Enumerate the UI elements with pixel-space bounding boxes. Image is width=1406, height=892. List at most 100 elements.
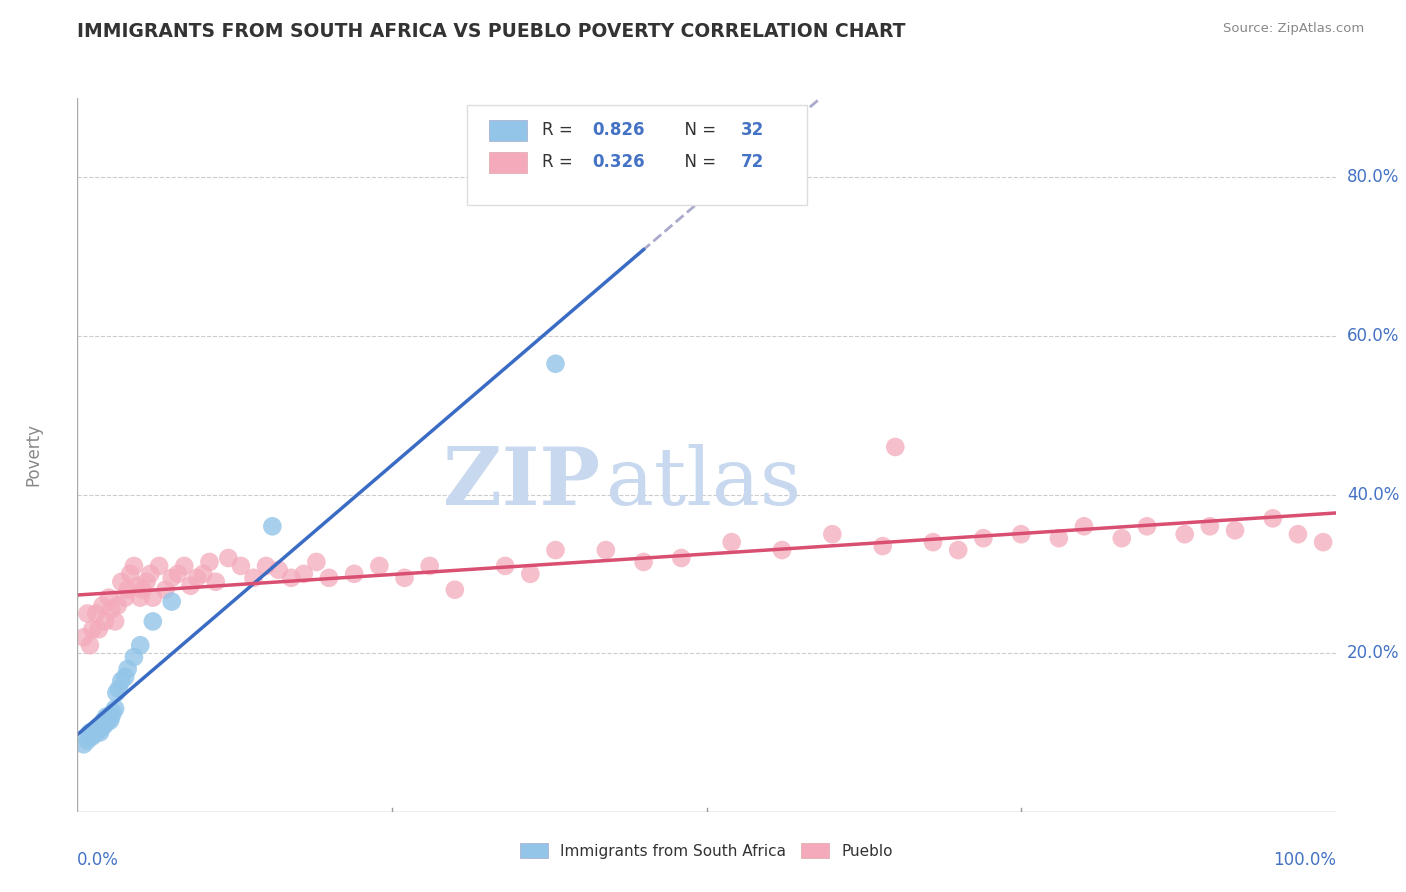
Point [173, 558, 195, 573]
Point [107, 599, 129, 613]
Point [79, 730, 101, 744]
Point [129, 638, 152, 652]
Point [972, 531, 994, 545]
Point [519, 566, 541, 581]
Point [544, 543, 567, 558]
Point [94, 717, 117, 731]
Text: atlas: atlas [606, 444, 801, 523]
Point [262, 519, 284, 533]
Point [135, 574, 157, 589]
Point [633, 555, 655, 569]
Point [884, 440, 907, 454]
Point [343, 566, 366, 581]
Point [94, 714, 117, 728]
Point [191, 566, 215, 581]
Point [120, 566, 142, 581]
Point [97, 709, 120, 723]
Point [1174, 527, 1197, 541]
Point [305, 555, 328, 569]
Point [104, 701, 127, 715]
Point [292, 566, 315, 581]
Text: 40.0%: 40.0% [1347, 485, 1399, 504]
Point [1073, 519, 1095, 533]
Text: 60.0%: 60.0% [1347, 327, 1399, 345]
Point [87, 623, 110, 637]
Point [595, 543, 617, 558]
Text: 0.0%: 0.0% [77, 851, 120, 869]
Point [720, 535, 742, 549]
Point [1223, 523, 1246, 537]
Point [76, 607, 98, 621]
Point [242, 571, 264, 585]
Point [79, 725, 101, 739]
Text: ZIP: ZIP [443, 444, 599, 523]
Point [180, 579, 202, 593]
Point [217, 551, 239, 566]
Point [72, 630, 94, 644]
Point [1047, 531, 1070, 545]
Text: 0.326: 0.326 [592, 153, 644, 171]
Point [671, 551, 693, 566]
Point [84, 725, 107, 739]
Point [204, 574, 226, 589]
Point [394, 571, 416, 585]
Point [142, 615, 165, 629]
Point [108, 681, 131, 696]
Point [76, 733, 98, 747]
Text: 20.0%: 20.0% [1347, 644, 1399, 662]
Point [127, 579, 149, 593]
Point [94, 615, 117, 629]
Point [97, 591, 120, 605]
Point [318, 571, 340, 585]
Point [93, 714, 115, 728]
Text: Poverty: Poverty [24, 424, 42, 486]
Point [948, 543, 970, 558]
Point [82, 730, 104, 744]
Point [1286, 527, 1309, 541]
Point [90, 722, 112, 736]
Point [98, 714, 121, 728]
Point [198, 555, 221, 569]
Text: 72: 72 [741, 153, 763, 171]
Point [110, 673, 132, 688]
Point [1261, 511, 1284, 525]
Point [122, 558, 145, 573]
Point [1111, 531, 1133, 545]
Point [1198, 519, 1220, 533]
Point [229, 558, 252, 573]
Point [494, 558, 516, 573]
Point [444, 582, 467, 597]
Text: 0.826: 0.826 [592, 121, 644, 139]
Point [96, 709, 118, 723]
Point [89, 725, 111, 739]
Point [155, 582, 177, 597]
Point [100, 709, 122, 723]
Point [129, 591, 152, 605]
Point [86, 722, 108, 736]
Point [148, 558, 170, 573]
Point [114, 670, 136, 684]
Point [114, 591, 136, 605]
Point [91, 717, 114, 731]
Point [101, 706, 124, 720]
FancyBboxPatch shape [467, 105, 807, 205]
Point [167, 566, 190, 581]
Bar [489, 152, 527, 173]
Point [105, 686, 128, 700]
Text: N =: N = [673, 121, 721, 139]
Point [91, 599, 114, 613]
Point [254, 558, 277, 573]
Point [770, 543, 793, 558]
Text: R =: R = [541, 153, 578, 171]
Point [419, 558, 441, 573]
Point [139, 566, 162, 581]
Point [110, 574, 132, 589]
Point [280, 571, 302, 585]
Point [84, 607, 107, 621]
Point [82, 623, 104, 637]
Point [872, 539, 894, 553]
Point [72, 737, 94, 751]
Point [142, 591, 165, 605]
Point [368, 558, 391, 573]
Point [160, 594, 183, 608]
